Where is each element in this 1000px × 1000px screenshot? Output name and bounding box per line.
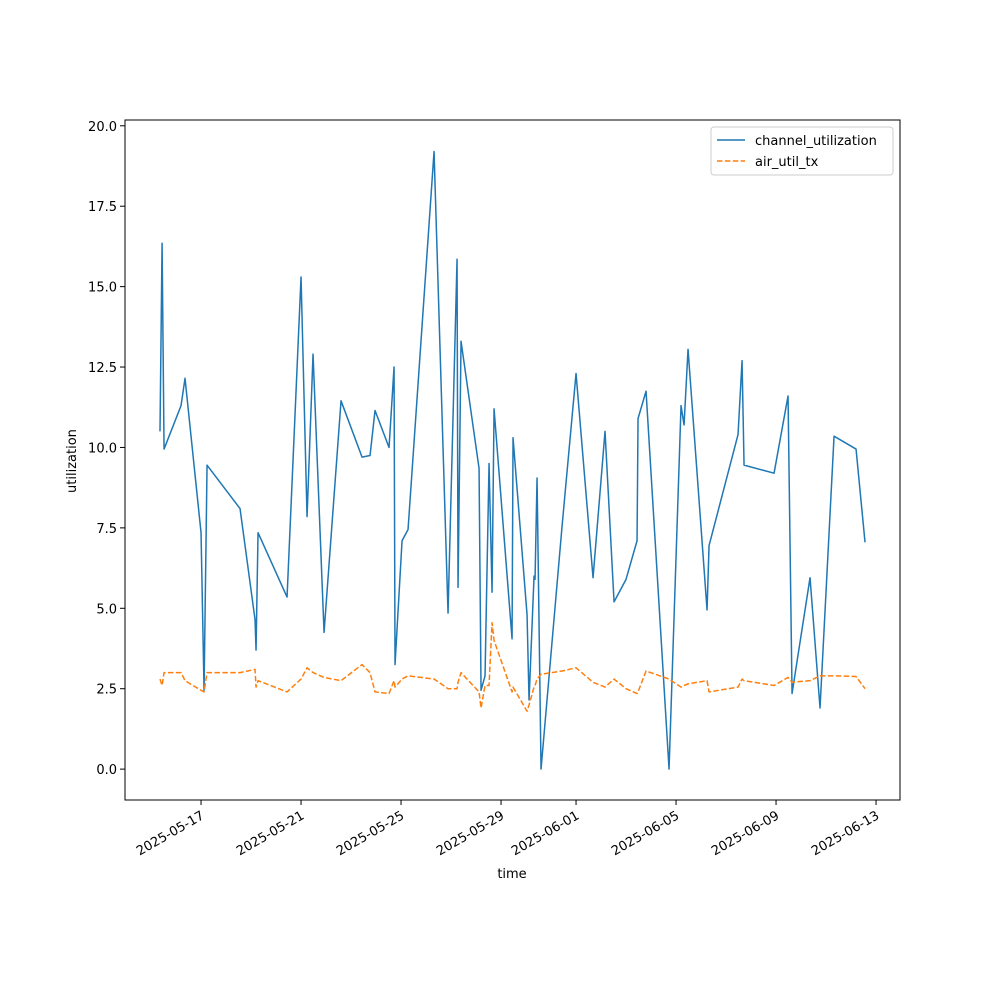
y-tick-label: 20.0 xyxy=(88,120,117,135)
legend: channel_utilization air_util_tx xyxy=(710,126,894,176)
y-tick-label: 12.5 xyxy=(88,361,117,376)
line-series xyxy=(159,150,866,770)
x-axis-label: time xyxy=(497,867,526,882)
axes-frame xyxy=(124,119,901,801)
legend-label: air_util_tx xyxy=(755,155,819,170)
y-tick-label: 0.0 xyxy=(96,763,117,778)
line-series xyxy=(159,622,866,712)
legend-label: channel_utilization xyxy=(755,134,877,149)
y-tick-label: 15.0 xyxy=(88,281,117,296)
y-tick-label: 17.5 xyxy=(88,200,117,215)
y-tick-label: 7.5 xyxy=(96,522,117,537)
y-tick-label: 5.0 xyxy=(96,602,117,617)
y-tick-label: 10.0 xyxy=(88,441,117,456)
legend-box xyxy=(710,126,894,176)
y-tick-label: 2.5 xyxy=(96,683,117,698)
y-axis-label: utilization xyxy=(65,429,80,493)
